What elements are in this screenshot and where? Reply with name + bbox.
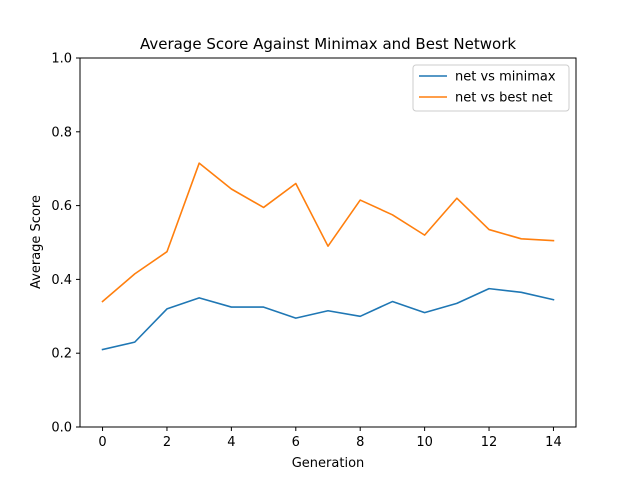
x-tick-label: 0	[98, 435, 106, 450]
y-tick-label: 0.4	[51, 273, 72, 288]
x-tick-label: 6	[292, 435, 300, 450]
series-line-0	[101, 287, 555, 351]
series-line-1	[101, 162, 555, 303]
y-tick-label: 0.8	[51, 125, 72, 140]
chart-title: Average Score Against Minimax and Best N…	[140, 35, 516, 53]
series-layer	[101, 162, 555, 351]
y-tick-label: 0.0	[51, 421, 72, 436]
y-tick-label: 0.6	[51, 199, 72, 214]
plot-area	[79, 57, 577, 428]
x-tick-label: 14	[545, 435, 562, 450]
x-tick-label: 4	[227, 435, 235, 450]
y-axis: 0.0 0.2 0.4 0.6 0.8 1.0	[51, 52, 80, 436]
x-tick-label: 2	[163, 435, 171, 450]
legend-box	[412, 64, 570, 112]
x-tick-label: 12	[481, 435, 498, 450]
x-tick-label: 10	[416, 435, 433, 450]
x-tick-label: 8	[356, 435, 364, 450]
x-axis-label: Generation	[292, 456, 365, 471]
legend: net vs minimax net vs best net	[412, 64, 570, 112]
y-tick-label: 1.0	[51, 52, 72, 67]
y-tick-label: 0.2	[51, 347, 72, 362]
legend-label-0: net vs minimax	[455, 70, 556, 85]
legend-label-1: net vs best net	[455, 91, 553, 106]
x-axis: 0 2 4 6 8 10 12 14	[98, 427, 562, 450]
y-axis-label: Average Score	[29, 195, 44, 289]
